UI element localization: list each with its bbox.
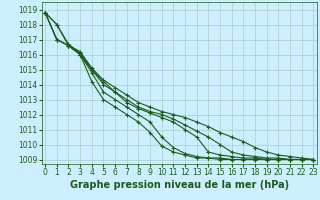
X-axis label: Graphe pression niveau de la mer (hPa): Graphe pression niveau de la mer (hPa) bbox=[70, 180, 289, 190]
